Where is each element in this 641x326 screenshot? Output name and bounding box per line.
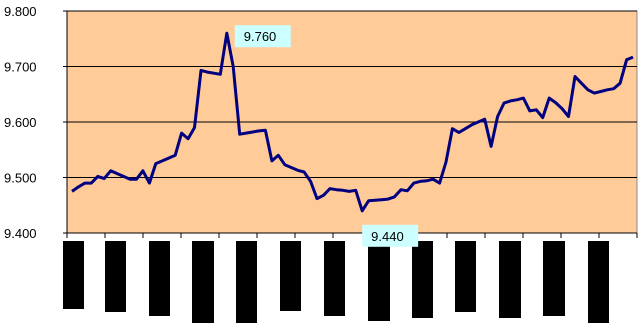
x-label-redaction — [368, 241, 390, 321]
x-label-redaction — [455, 241, 476, 312]
x-label-redaction — [63, 241, 84, 309]
value-callout: 9.440 — [362, 224, 419, 247]
callout-box — [234, 25, 291, 48]
callouts: 9.760 9.440 — [234, 25, 419, 247]
value-callout: 9.760 — [234, 25, 291, 48]
y-tick-label: 9.400 — [4, 226, 37, 241]
x-label-redaction — [192, 241, 214, 323]
x-label-redaction — [236, 241, 257, 323]
x-label-redaction — [588, 241, 609, 323]
x-axis-redactions — [63, 241, 609, 323]
x-label-redaction — [499, 241, 521, 318]
x-label-redaction — [149, 241, 170, 316]
y-tick-label: 9.600 — [4, 115, 37, 130]
x-label-redaction — [105, 241, 126, 312]
callout-label: 9.440 — [371, 229, 404, 244]
callout-label: 9.760 — [244, 29, 277, 44]
x-label-redaction — [543, 241, 565, 316]
x-label-redaction — [324, 241, 345, 316]
y-tick-label: 9.500 — [4, 171, 37, 186]
y-axis-ticks: 9.400 9.500 9.600 9.700 9.800 — [4, 4, 68, 241]
y-tick-label: 9.700 — [4, 60, 37, 75]
x-label-redaction — [280, 241, 301, 311]
x-axis-ticks — [66, 232, 638, 238]
x-label-redaction — [412, 241, 433, 318]
series-line — [71, 31, 634, 213]
callout-box — [362, 224, 419, 247]
y-tick-label: 9.800 — [4, 4, 37, 19]
